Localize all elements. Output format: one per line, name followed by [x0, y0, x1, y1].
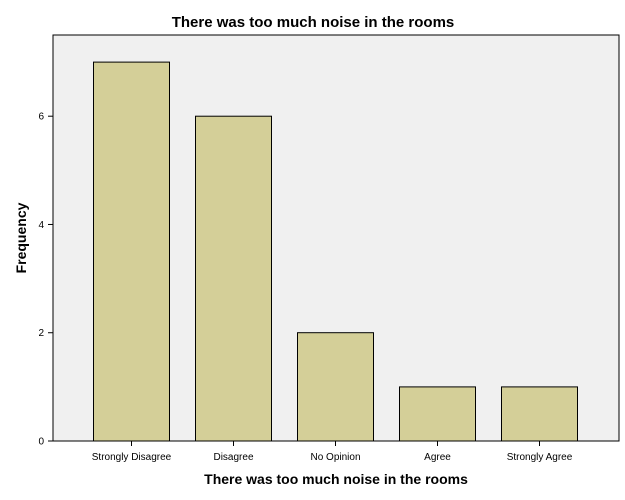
x-axis-label: There was too much noise in the rooms: [204, 471, 468, 487]
y-tick-label: 4: [38, 220, 44, 231]
x-axis: Strongly Disagree Disagree No Opinion Agree…: [92, 441, 573, 463]
bar-disagree: [195, 115, 272, 442]
x-tick-label: Strongly Agree: [507, 452, 573, 463]
y-tick-label: 0: [38, 437, 44, 448]
bar-no-opinion: [297, 332, 374, 442]
chart-title: There was too much noise in the rooms: [172, 14, 455, 31]
y-axis: 0 2 4 6: [38, 112, 53, 448]
bar-strongly-agree: [501, 386, 578, 442]
y-axis-label: Frequency: [13, 202, 29, 273]
x-tick-label: No Opinion: [310, 452, 360, 463]
bars-layer: [93, 61, 578, 442]
bar-strongly-disagree: [93, 61, 170, 442]
y-tick-label: 6: [38, 112, 44, 123]
x-tick-label: Strongly Disagree: [92, 452, 172, 463]
x-tick-label: Disagree: [213, 452, 253, 463]
bar-agree: [399, 386, 476, 442]
y-tick-label: 2: [38, 328, 44, 339]
x-tick-label: Agree: [424, 452, 451, 463]
